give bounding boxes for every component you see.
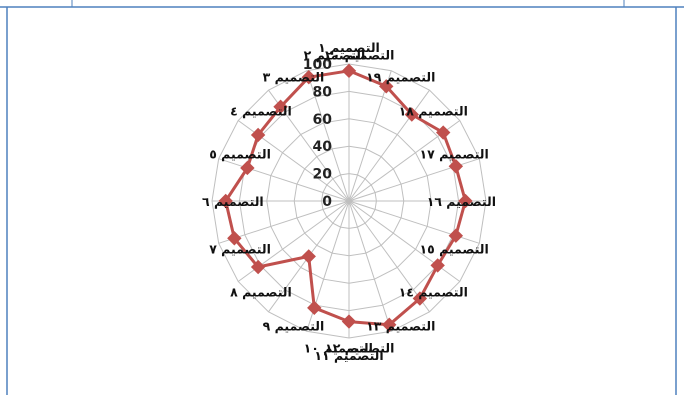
tick-label-100: 100 (303, 57, 332, 73)
radar-series (218, 63, 473, 332)
data-point-10 (382, 317, 397, 332)
spoke-3 (348, 89, 430, 202)
spoke-20 (306, 70, 350, 202)
category-label-20: التصميم ٢ (304, 48, 366, 63)
data-point-19 (273, 99, 288, 114)
data-point-20 (301, 70, 316, 85)
category-label-19: التصميم ٣ (263, 69, 325, 84)
spoke-2 (348, 70, 392, 202)
category-label-8: التصميم ١٤ (399, 285, 468, 300)
spoke-9 (348, 200, 430, 313)
data-point-3 (404, 107, 420, 122)
radial-axis-ticks: 0 20 40 60 80 100 (303, 57, 332, 210)
data-point-1 (341, 63, 357, 79)
tick-label-20: 20 (313, 167, 333, 183)
category-label-14: التصميم ٨ (230, 285, 292, 300)
spoke-10 (348, 200, 392, 332)
category-label-10: التصميم ١٢ (325, 341, 394, 356)
category-label-9: التصميم ١٣ (366, 319, 435, 334)
data-point-9 (412, 291, 428, 306)
category-label-15: التصميم ٧ (209, 242, 271, 257)
data-point-11 (341, 314, 357, 329)
tick-label-60: 60 (313, 112, 333, 128)
data-point-7 (448, 228, 464, 243)
category-label-12: التصميم ١٠ (304, 341, 373, 356)
data-point-17 (240, 160, 255, 176)
tick-label-80: 80 (313, 84, 333, 100)
data-point-16 (218, 193, 233, 209)
data-point-15 (227, 231, 242, 246)
data-point-4 (436, 125, 451, 140)
category-label-5: التصميم ١٧ (419, 146, 488, 161)
category-label-16: التصميم ٦ (202, 194, 264, 209)
category-label-11: التصميم ١١ (314, 348, 383, 363)
tick-label-40: 40 (313, 139, 333, 155)
data-point-12 (307, 300, 322, 316)
category-label-1: التصميم ١ (318, 40, 380, 55)
category-label-18: التصميم ٤ (230, 104, 292, 119)
category-label-3: التصميم ١٩ (366, 69, 435, 84)
data-point-6 (458, 193, 473, 209)
category-label-17: التصميم ٥ (209, 146, 271, 161)
category-label-4: التصميم ١٨ (399, 104, 468, 119)
data-point-18 (250, 127, 266, 143)
data-point-5 (448, 159, 464, 174)
category-label-7: التصميم ١٥ (419, 242, 488, 257)
data-point-8 (430, 258, 445, 273)
data-point-14 (250, 259, 266, 275)
category-label-6: التصميم ١٦ (427, 194, 496, 209)
category-label-13: التصميم ٩ (263, 319, 325, 334)
data-point-13 (301, 249, 316, 264)
category-label-2: التصميم ٢٠ (325, 48, 394, 63)
spoke-17 (218, 158, 350, 202)
spoke-15 (218, 200, 350, 244)
tick-label-0: 0 (322, 194, 332, 210)
data-point-2 (379, 79, 394, 94)
